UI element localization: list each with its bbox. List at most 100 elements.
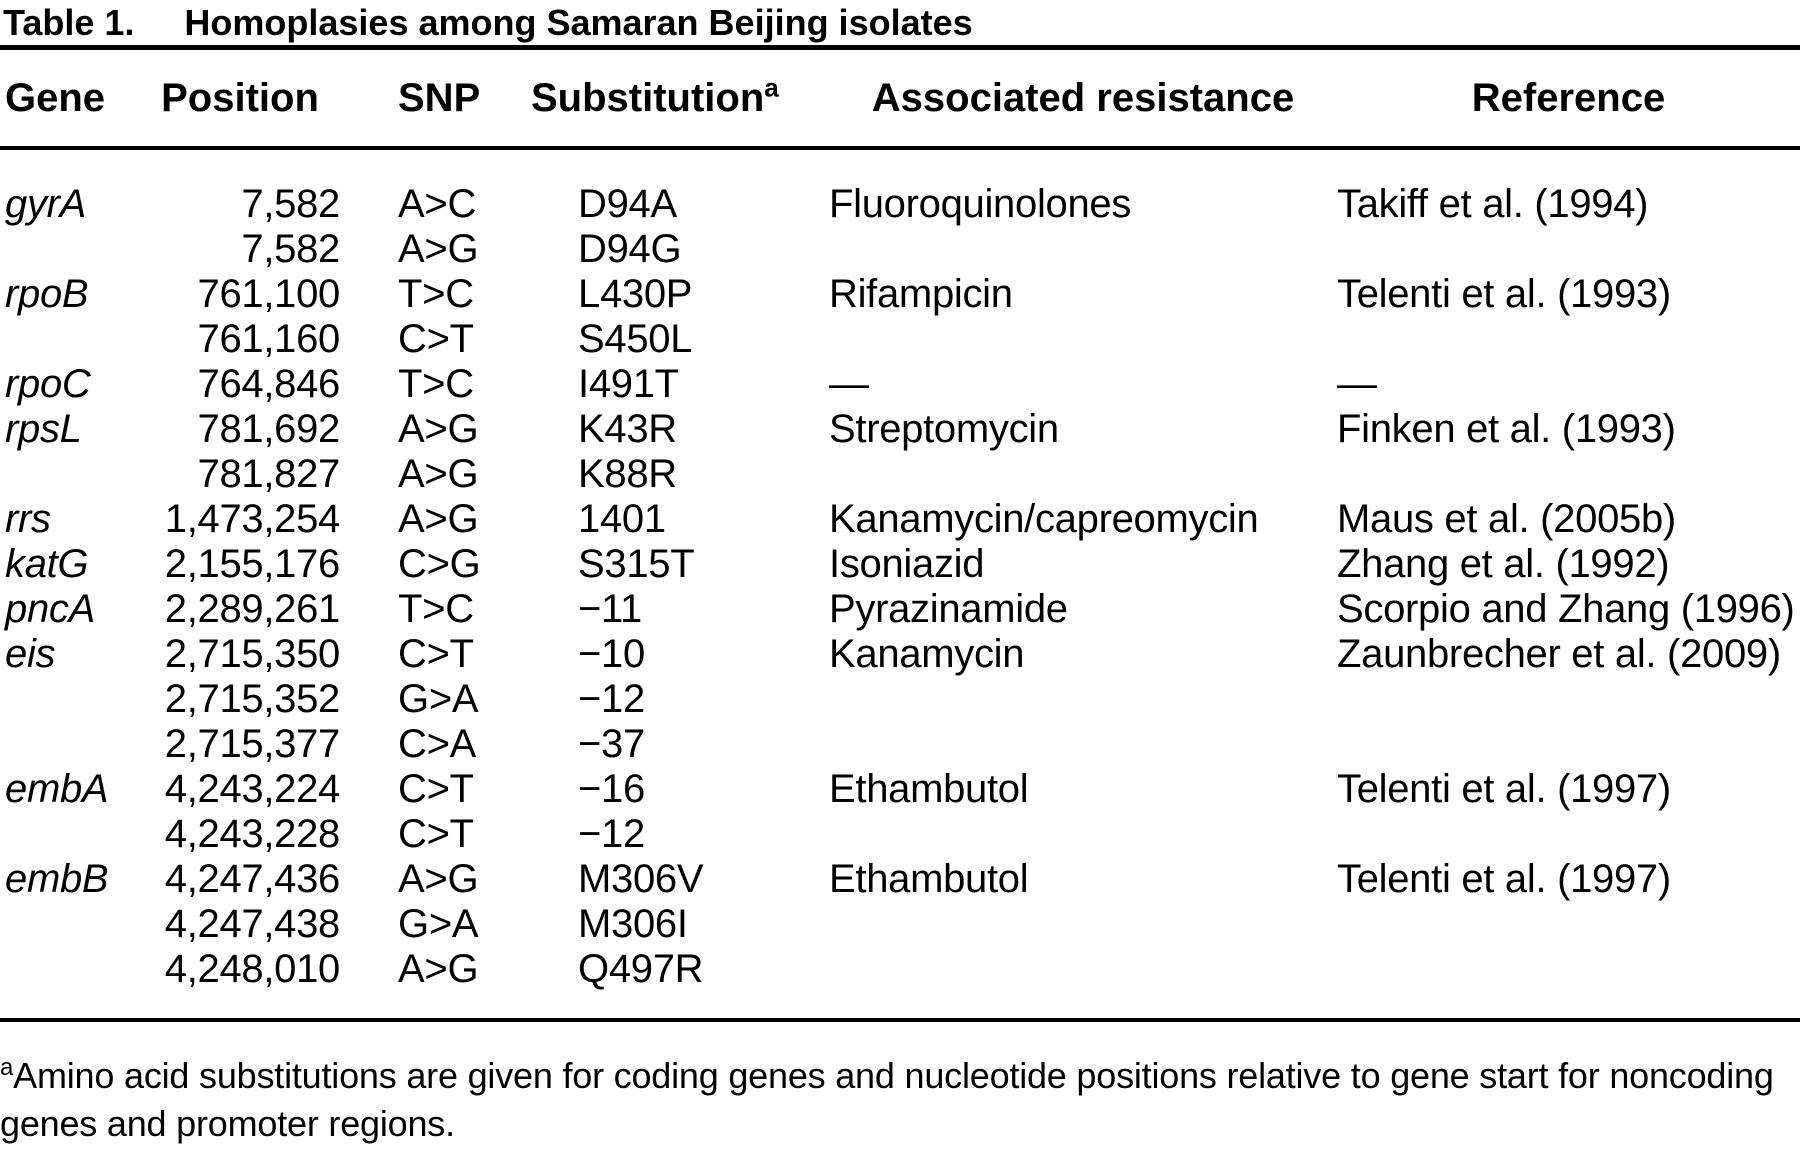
table-row: pncA 2,289,261 T>C −11 Pyrazinamide Scor…: [0, 587, 1800, 632]
cell-substitution: K43R: [578, 407, 677, 451]
table-row: embB 4,247,436 A>G M306V Ethambutol Tele…: [0, 857, 1800, 902]
cell-snp: A>G: [398, 407, 479, 451]
table-row: eis 2,715,350 C>T −10 Kanamycin Zaunbrec…: [0, 632, 1800, 677]
table-row: 781,827 A>G K88R: [0, 452, 1800, 497]
cell-resistance: Isoniazid: [829, 542, 985, 586]
cell-position: 7,582: [241, 227, 340, 271]
cell-resistance: Ethambutol: [829, 857, 1029, 901]
cell-snp: T>C: [398, 272, 474, 316]
cell-snp: G>A: [398, 902, 479, 946]
table-row: 2,715,377 C>A −37: [0, 722, 1800, 767]
cell-substitution: −16: [578, 767, 645, 811]
cell-gene: [0, 317, 140, 362]
cell-substitution: M306I: [578, 902, 688, 946]
cell-position: 4,247,436: [164, 857, 341, 901]
cell-reference: Zhang et al. (1992): [1337, 542, 1670, 586]
cell-resistance: Ethambutol: [829, 767, 1029, 811]
cell-position: 2,289,261: [164, 587, 341, 631]
column-header-resistance: Associated resistance: [871, 75, 1295, 120]
cell-reference: [1337, 902, 1800, 947]
cell-reference: [1337, 947, 1800, 992]
table-row: 761,160 C>T S450L: [0, 317, 1800, 362]
header-divider-rule: [0, 146, 1800, 150]
cell-resistance: [829, 902, 1337, 947]
cell-position: 761,160: [197, 317, 341, 361]
cell-snp: C>T: [398, 767, 474, 811]
cell-snp: T>C: [398, 362, 474, 406]
cell-gene: [0, 947, 140, 992]
substitution-footnote-marker: a: [764, 72, 779, 103]
cell-gene: katG: [5, 542, 89, 586]
cell-resistance: Kanamycin/capreomycin: [829, 497, 1259, 541]
cell-substitution: −37: [578, 722, 645, 766]
cell-substitution: −10: [578, 632, 645, 676]
column-header-position: Position: [161, 75, 319, 120]
table-row: 2,715,352 G>A −12: [0, 677, 1800, 722]
cell-resistance: [829, 227, 1337, 272]
cell-substitution: D94A: [578, 182, 677, 226]
cell-reference: [1337, 677, 1800, 722]
cell-substitution: D94G: [578, 227, 682, 271]
cell-gene: rrs: [5, 497, 51, 541]
cell-gene: [0, 452, 140, 497]
cell-gene: [0, 722, 140, 767]
cell-resistance: [829, 947, 1337, 992]
column-header-snp: SNP: [398, 75, 481, 120]
cell-reference: Telenti et al. (1997): [1337, 857, 1671, 901]
table-row: rrs 1,473,254 A>G 1401 Kanamycin/capreom…: [0, 497, 1800, 542]
cell-resistance: Fluoroquinolones: [829, 182, 1132, 226]
cell-position: 781,827: [197, 452, 341, 496]
cell-reference: —: [1337, 362, 1377, 406]
title-divider-rule: [0, 45, 1800, 50]
cell-position: 4,243,224: [164, 767, 341, 811]
cell-resistance: [829, 722, 1337, 767]
cell-snp: C>G: [398, 542, 481, 586]
table-title: Table 1. Homoplasies among Samaran Beijin…: [0, 0, 1800, 45]
cell-gene: [0, 677, 140, 722]
cell-reference: [1337, 722, 1800, 767]
table-row: 4,247,438 G>A M306I: [0, 902, 1800, 947]
cell-reference: Takiff et al. (1994): [1337, 182, 1649, 226]
cell-position: 781,692: [197, 407, 341, 451]
cell-snp: C>T: [398, 812, 474, 856]
cell-substitution: K88R: [578, 452, 677, 496]
cell-position: 7,582: [241, 182, 340, 226]
cell-reference: [1337, 317, 1800, 362]
cell-resistance: —: [829, 362, 869, 406]
cell-substitution: −12: [578, 677, 645, 721]
cell-position: 2,715,350: [164, 632, 341, 676]
cell-snp: A>G: [398, 452, 479, 496]
cell-gene: [0, 902, 140, 947]
cell-snp: A>G: [398, 497, 479, 541]
cell-snp: A>C: [398, 182, 477, 226]
table-row: 4,243,228 C>T −12: [0, 812, 1800, 857]
cell-snp: G>A: [398, 677, 479, 721]
table-row: katG 2,155,176 C>G S315T Isoniazid Zhang…: [0, 542, 1800, 587]
cell-gene: gyrA: [5, 182, 87, 226]
cell-substitution: −11: [578, 587, 642, 631]
cell-gene: embB: [5, 857, 109, 901]
cell-reference: Scorpio and Zhang (1996): [1337, 587, 1795, 631]
body-bottom-rule: [0, 1018, 1800, 1022]
table-row: 7,582 A>G D94G: [0, 227, 1800, 272]
cell-resistance: Rifampicin: [829, 272, 1013, 316]
cell-position: 2,155,176: [164, 542, 341, 586]
cell-reference: Maus et al. (2005b): [1337, 497, 1676, 541]
table-caption: Homoplasies among Samaran Beijing isolat…: [184, 2, 973, 43]
cell-gene: eis: [5, 632, 56, 676]
table-row: rpsL 781,692 A>G K43R Streptomycin Finke…: [0, 407, 1800, 452]
column-header-reference: Reference: [1471, 75, 1666, 120]
cell-snp: A>G: [398, 857, 479, 901]
cell-position: 764,846: [197, 362, 341, 406]
cell-reference: [1337, 452, 1800, 497]
table-footnote: aAmino acid substitutions are given for …: [0, 1052, 1800, 1148]
cell-snp: C>T: [398, 632, 474, 676]
table-number-label: Table 1.: [3, 2, 135, 43]
cell-snp: A>G: [398, 227, 479, 271]
cell-substitution: L430P: [578, 272, 693, 316]
cell-gene: embA: [5, 767, 109, 811]
cell-snp: A>G: [398, 947, 479, 991]
cell-reference: Zaunbrecher et al. (2009): [1337, 632, 1781, 676]
cell-reference: Telenti et al. (1997): [1337, 767, 1671, 811]
